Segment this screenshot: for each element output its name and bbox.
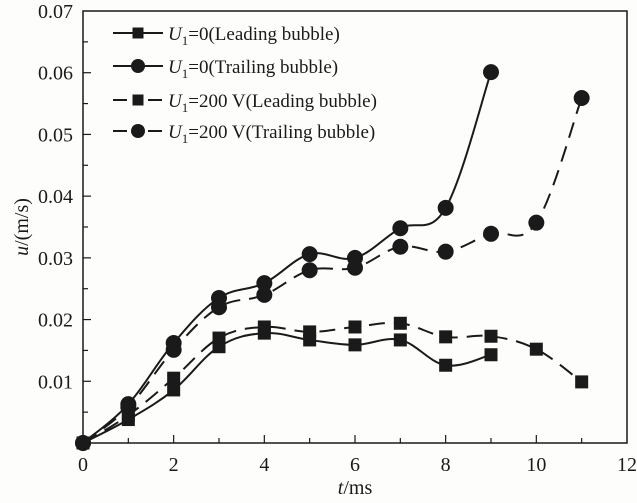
y-tick-label: 0.02 (38, 310, 73, 332)
y-axis-label: u/(m/s) (11, 198, 33, 256)
legend-subscript: 1 (182, 33, 189, 48)
y-tick-label: 0.04 (38, 186, 73, 208)
legend-text: =200 V(Leading bubble) (188, 91, 377, 112)
legend: U1=0(Leading bubble)U1=0(Trailing bubble… (113, 24, 377, 146)
x-tick-label: 8 (441, 454, 451, 476)
plot-border (82, 10, 628, 444)
square-marker (393, 316, 407, 330)
x-tick-label: 2 (169, 454, 179, 476)
circle-marker (256, 286, 273, 303)
circle-marker (75, 435, 91, 451)
legend-text: =0(Trailing bubble) (188, 57, 338, 78)
legend-var: U (168, 24, 183, 45)
x-tick-label: 4 (259, 454, 269, 476)
tick-labels: 0 2 4 6 8 10 12 0.01 0.02 0.03 0.04 0.05 0.06 0.07 (38, 1, 637, 476)
legend-item: U1=200 V(Leading bubble) (113, 91, 377, 115)
circle-marker (437, 199, 454, 216)
circle-marker (437, 243, 454, 260)
legend-text: =200 V(Trailing bubble) (188, 122, 375, 143)
legend-text: =0(Leading bubble) (188, 24, 340, 45)
square-marker (484, 348, 498, 362)
square-marker (529, 342, 543, 356)
circle-marker (483, 225, 499, 242)
y-tick-label: 0.01 (38, 371, 73, 393)
square-marker (393, 333, 407, 347)
circle-marker (120, 399, 137, 416)
x-tick-label: 12 (617, 454, 637, 476)
legend-item: U1=0(Leading bubble) (113, 24, 340, 48)
y-tick-label: 0.07 (38, 1, 73, 23)
square-marker (167, 383, 181, 397)
y-tick-label: 0.05 (38, 124, 73, 146)
series-line-1 (82, 332, 492, 444)
x-axis-label-var: t (338, 477, 344, 499)
square-marker (575, 375, 589, 389)
y-axis-label-unit: /(m/s) (11, 198, 33, 246)
square-marker (348, 320, 362, 334)
axis-ticks (83, 41, 583, 443)
circle-marker (528, 214, 545, 231)
x-axis-label: t/ms (338, 477, 373, 499)
square-marker (439, 330, 453, 344)
square-marker (439, 358, 453, 372)
circle-marker (301, 262, 318, 279)
circle-marker (392, 220, 409, 237)
square-marker (212, 331, 226, 345)
legend-subscript: 1 (182, 100, 189, 115)
circle-marker (165, 341, 182, 358)
x-tick-label: 10 (526, 454, 546, 476)
circle-marker (211, 299, 227, 316)
square-marker (484, 329, 498, 343)
legend-var: U (168, 57, 183, 78)
square-marker (303, 325, 317, 339)
y-tick-label: 0.06 (38, 63, 73, 85)
square-marker (348, 338, 362, 352)
legend-item: U1=200 V(Trailing bubble) (113, 122, 375, 146)
legend-subscript: 1 (182, 131, 189, 146)
x-axis-label-unit: /ms (343, 477, 372, 499)
y-tick-label: 0.03 (38, 248, 73, 270)
circle-marker (573, 90, 590, 107)
legend-var: U (168, 122, 183, 143)
circle-marker (256, 275, 273, 292)
circle-marker (483, 64, 499, 81)
legend-label: U1=200 V(Trailing bubble) (168, 122, 375, 146)
legend-circle-marker (131, 124, 145, 138)
legend-label: U1=0(Leading bubble) (168, 24, 340, 48)
circle-marker (392, 238, 409, 255)
circle-marker (347, 259, 363, 276)
legend-label: U1=0(Trailing bubble) (168, 57, 338, 81)
legend-square-marker (132, 27, 144, 39)
series-line-3 (82, 321, 583, 444)
circle-marker (301, 246, 318, 263)
legend-var: U (168, 91, 183, 112)
square-marker (167, 371, 181, 385)
legend-circle-marker (131, 59, 145, 73)
plot-frame (82, 10, 628, 444)
legend-item: U1=0(Trailing bubble) (113, 57, 338, 81)
legend-square-marker (132, 94, 144, 106)
square-marker (257, 320, 271, 334)
markers (75, 64, 590, 451)
y-axis-label-var: u (11, 246, 33, 256)
legend-label: U1=200 V(Leading bubble) (168, 91, 377, 115)
legend-subscript: 1 (182, 66, 189, 81)
x-tick-label: 6 (350, 454, 360, 476)
x-tick-label: 0 (78, 454, 88, 476)
series-line-4 (82, 97, 583, 444)
